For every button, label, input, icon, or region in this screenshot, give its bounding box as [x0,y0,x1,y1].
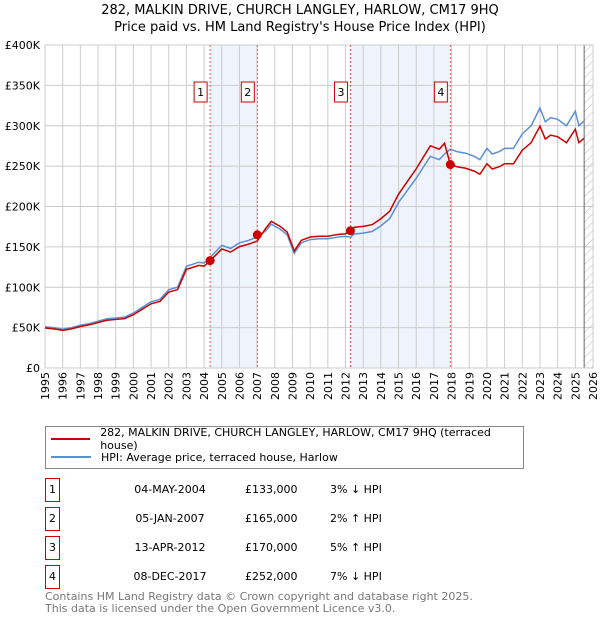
sale-date: 04-MAY-2004 [134,483,206,496]
sale-hpi-relation: 3% ↓ HPI [330,483,382,496]
legend-label-hpi: HPI: Average price, terraced house, Harl… [101,450,338,464]
x-tick-label: 2011 [322,372,335,400]
forecast-hatch [584,45,593,368]
x-tick-label: 2007 [251,372,264,400]
price-chart: 1995 1996 1997 1998 1999 2000 2001 2002 2003 2004… [5,39,600,400]
sale-number: 4 [45,565,60,589]
x-tick-label: 2013 [357,372,370,400]
x-tick-label: 2008 [269,372,282,400]
sale-hpi-relation: 7% ↓ HPI [330,570,382,583]
x-tick-label: 2002 [163,372,176,400]
x-tick-label: 2005 [216,372,229,400]
x-tick-label: 1995 [39,372,52,400]
x-tick-label: 2024 [552,372,565,400]
x-tick-label: 1997 [74,372,87,400]
x-tick-label: 2019 [463,372,476,400]
x-tick-label: 2000 [127,372,140,400]
y-tick-label: £150K [5,241,41,254]
x-tick-label: 2004 [198,372,211,400]
footer-copyright: Contains HM Land Registry data © Crown c… [45,590,473,603]
x-tick-label: 2022 [516,372,529,400]
sale-point [205,256,215,266]
property-line [44,124,585,332]
x-tick-label: 2015 [393,372,406,400]
y-tick-label: £200K [5,201,41,214]
x-tick-label: 1999 [110,372,123,400]
y-tick-label: £0 [26,362,40,375]
sale-hpi-relation: 2% ↑ HPI [330,512,382,525]
chart-title: 282, MALKIN DRIVE, CHURCH LANGLEY, HARLO… [101,3,499,18]
x-tick-label: 2014 [375,372,388,400]
sale-label: 2 [244,86,251,99]
y-tick-label: £350K [5,79,41,92]
sale-date: 13-APR-2012 [134,541,206,554]
legend-swatch-property [51,438,91,440]
sale-row: 2 05-JAN-2007 £165,000 2% ↑ HPI [45,507,445,531]
sale-price: £165,000 [245,512,298,525]
sale-label-box [333,81,348,103]
x-tick-label: 2016 [410,372,423,400]
legend: 282, MALKIN DRIVE, CHURCH LANGLEY, HARLO… [45,426,524,469]
x-tick-label: 2026 [587,372,600,400]
legend-swatch-hpi [51,456,91,458]
sale-point [345,226,355,236]
sale-number: 3 [45,536,60,560]
y-tick-label: £400K [5,39,41,52]
sale-row: 3 13-APR-2012 £170,000 5% ↑ HPI [45,536,445,560]
x-tick-label: 2025 [569,372,582,400]
y-tick-label: £100K [5,281,41,294]
sale-row: 1 04-MAY-2004 £133,000 3% ↓ HPI [45,478,445,502]
x-tick-label: 2023 [534,372,547,400]
footer-licence: This data is licensed under the Open Gov… [45,602,396,615]
sale-price: £252,000 [245,570,298,583]
sale-label-box [240,81,255,103]
sale-price: £133,000 [245,483,298,496]
sale-label-box [433,81,448,103]
x-tick-label: 1998 [92,372,105,400]
y-tick-label: £50K [12,322,41,335]
plot-frame [44,44,594,369]
y-tick-label: £250K [5,160,41,173]
sale-price: £170,000 [245,541,298,554]
sale-date: 08-DEC-2017 [133,570,207,583]
y-tick-label: £300K [5,120,41,133]
sale-point [252,230,262,240]
x-tick-label: 2006 [233,372,246,400]
x-tick-label: 2018 [446,372,459,400]
chart-subtitle: Price paid vs. HM Land Registry's House … [114,20,486,35]
sale-date: 05-JAN-2007 [135,512,205,525]
x-tick-label: 2012 [340,372,353,400]
sale-label: 3 [337,86,344,99]
sale-label-box [193,81,208,103]
x-tick-label: 2010 [304,372,317,400]
hpi-line [44,106,585,331]
legend-item-property: 282, MALKIN DRIVE, CHURCH LANGLEY, HARLO… [51,426,523,452]
x-tick-label: 1996 [57,372,70,400]
x-tick-label: 2001 [145,372,158,400]
sale-point [445,160,455,170]
sale-label: 4 [437,86,444,99]
x-tick-label: 2021 [499,372,512,400]
sale-row: 4 08-DEC-2017 £252,000 7% ↓ HPI [45,565,445,589]
sale-label: 1 [197,86,204,99]
legend-item-hpi: HPI: Average price, terraced house, Harl… [51,450,338,464]
x-tick-label: 2009 [286,372,299,400]
x-tick-label: 2020 [481,372,494,400]
sale-hpi-relation: 5% ↑ HPI [330,541,382,554]
x-tick-label: 2003 [180,372,193,400]
x-tick-label: 2017 [428,372,441,400]
sale-number: 2 [45,507,60,531]
sale-number: 1 [45,478,60,502]
legend-label-property: 282, MALKIN DRIVE, CHURCH LANGLEY, HARLO… [100,426,491,452]
